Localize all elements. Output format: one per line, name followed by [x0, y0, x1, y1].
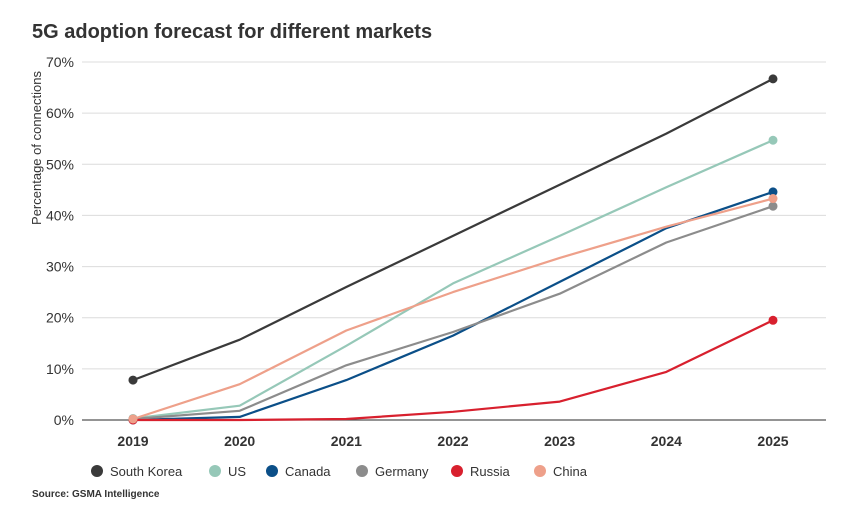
- series-line-germany: [131, 205, 775, 421]
- series-line-south-korea: [131, 77, 775, 382]
- series-line-russia: [131, 319, 775, 422]
- data-point-us: [768, 135, 778, 145]
- x-tick-label: 2023: [544, 433, 575, 449]
- series-line-china: [131, 197, 775, 421]
- x-tick-labels: 2019 2020 2021 2022 2023 2024 2025: [117, 433, 788, 449]
- legend-swatch-us: [209, 465, 221, 477]
- series-line-canada: [131, 190, 775, 422]
- data-point-canada: [768, 187, 778, 197]
- legend-swatch-china: [534, 465, 546, 477]
- legend-label-china: China: [553, 464, 588, 479]
- y-tick-label: 10%: [46, 361, 74, 377]
- y-axis-label: Percentage of connections: [29, 71, 44, 225]
- y-tick-labels: 0% 10% 20% 30% 40% 50% 60% 70%: [46, 54, 74, 428]
- series-lines: [128, 74, 778, 425]
- legend-label-germany: Germany: [375, 464, 429, 479]
- y-tick-label: 20%: [46, 310, 74, 326]
- data-point-germany: [768, 201, 778, 211]
- legend-label-south-korea: South Korea: [110, 464, 183, 479]
- y-tick-label: 40%: [46, 207, 74, 223]
- series-line-us: [131, 139, 775, 420]
- y-tick-label: 70%: [46, 54, 74, 70]
- data-point-china: [128, 414, 138, 424]
- data-point-china: [768, 194, 778, 204]
- legend-swatch-canada: [266, 465, 278, 477]
- x-tick-label: 2022: [437, 433, 468, 449]
- x-tick-label: 2019: [117, 433, 148, 449]
- data-point-south-korea: [768, 74, 778, 84]
- y-tick-label: 50%: [46, 156, 74, 172]
- legend-label-us: US: [228, 464, 246, 479]
- x-tick-label: 2021: [331, 433, 362, 449]
- x-tick-label: 2025: [757, 433, 788, 449]
- data-point-russia: [768, 315, 778, 325]
- y-tick-label: 60%: [46, 105, 74, 121]
- legend-swatch-south-korea: [91, 465, 103, 477]
- y-tick-label: 0%: [54, 412, 74, 428]
- source-note: Source: GSMA Intelligence: [32, 489, 160, 500]
- x-tick-label: 2020: [224, 433, 255, 449]
- y-tick-label: 30%: [46, 259, 74, 275]
- legend-swatch-russia: [451, 465, 463, 477]
- data-point-south-korea: [128, 375, 138, 385]
- chart-title: 5G adoption forecast for different marke…: [32, 21, 432, 43]
- legend-label-canada: Canada: [285, 464, 331, 479]
- legend: South Korea US Canada Germany Russia China: [91, 464, 588, 479]
- legend-label-russia: Russia: [470, 464, 511, 479]
- gridlines: [82, 61, 826, 370]
- legend-swatch-germany: [356, 465, 368, 477]
- x-tick-label: 2024: [651, 433, 682, 449]
